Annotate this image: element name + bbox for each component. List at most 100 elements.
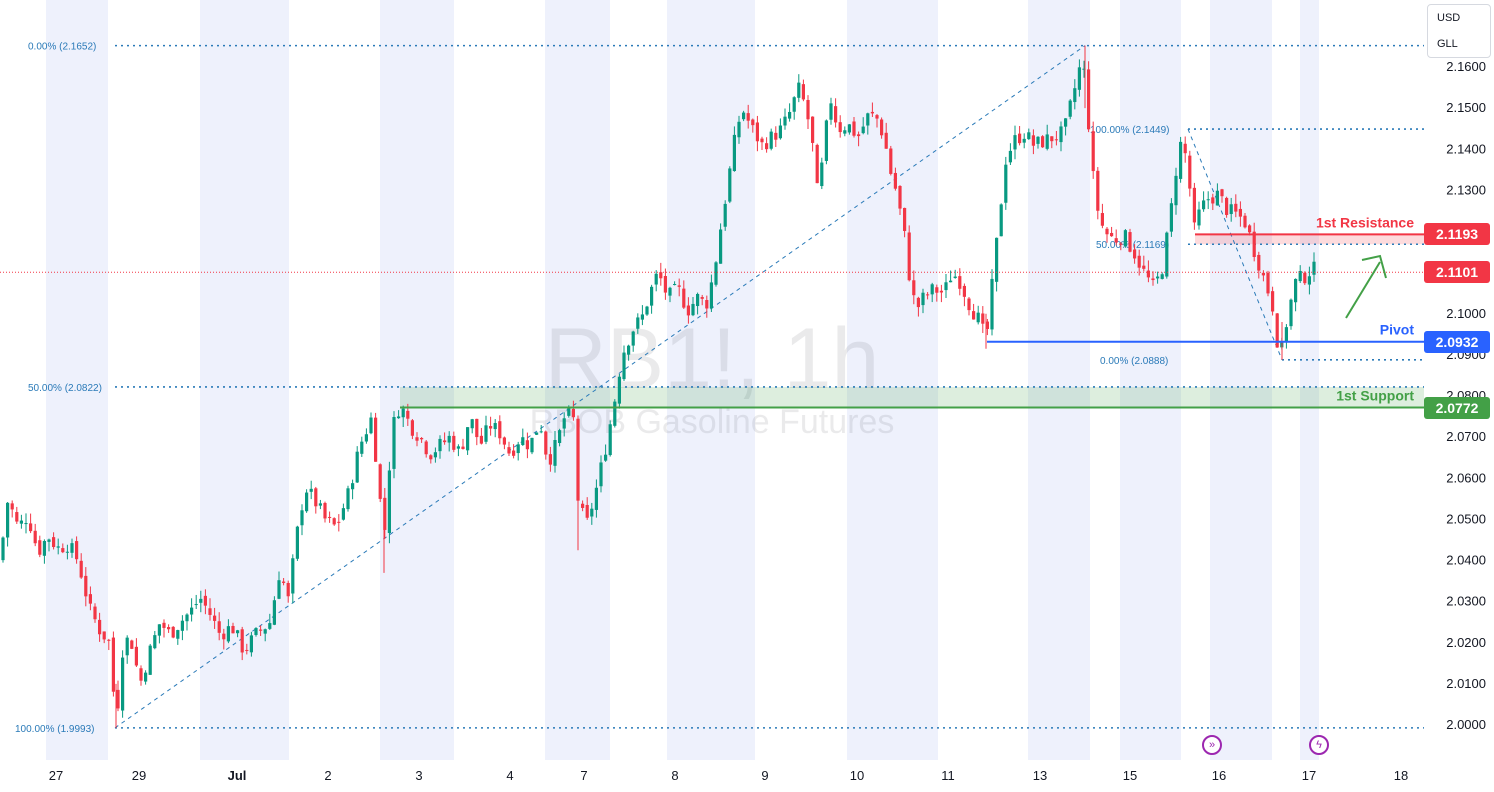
candle-body: [1183, 143, 1187, 154]
price-tick-label: 2.1500: [1446, 100, 1486, 115]
candle-body: [999, 204, 1003, 237]
candle-body: [1312, 261, 1316, 275]
session-band: [46, 0, 108, 760]
candle-body: [1225, 197, 1229, 215]
time-tick-label: 3: [415, 768, 422, 783]
candle-body: [249, 635, 253, 653]
candle-body: [1220, 189, 1224, 197]
candle-body: [1179, 141, 1183, 179]
candle-body: [42, 540, 46, 556]
time-tick-label: 4: [506, 768, 513, 783]
candle-body: [93, 606, 97, 620]
candle-body: [824, 120, 828, 161]
fib-level-label: 50.00% (2.0822): [28, 383, 102, 394]
price-badge: 2.1101: [1424, 261, 1490, 284]
candle-body: [981, 313, 985, 324]
candle-body: [820, 162, 824, 187]
candle-body: [162, 622, 166, 628]
candle-body: [1307, 276, 1311, 285]
candle-body: [958, 276, 962, 289]
candle-body: [378, 464, 382, 499]
unit-selector[interactable]: USD GLL: [1427, 4, 1491, 58]
candle-body: [277, 580, 281, 599]
candle-body: [268, 623, 272, 629]
candle-body: [1036, 136, 1040, 144]
candle-body: [1123, 230, 1127, 247]
candle-body: [691, 303, 695, 316]
candle-body: [686, 305, 690, 316]
candle-body: [622, 352, 626, 380]
candle-body: [226, 626, 230, 642]
candle-body: [1169, 203, 1173, 232]
currency-label[interactable]: USD: [1437, 12, 1461, 24]
candle-body: [815, 144, 819, 184]
candle-body: [1298, 270, 1302, 282]
candle-body: [130, 640, 134, 649]
candle-body: [1137, 255, 1141, 268]
candle-body: [640, 314, 644, 320]
candle-body: [498, 421, 502, 439]
candle-body: [893, 172, 897, 189]
candle-body: [590, 508, 594, 517]
candle-body: [88, 594, 92, 604]
fib-level-label: 0.00% (2.0888): [1100, 356, 1168, 367]
time-tick-label: 16: [1212, 768, 1226, 783]
candle-body: [397, 416, 401, 419]
price-tick-label: 2.0300: [1446, 594, 1486, 609]
candle-body: [1215, 190, 1219, 206]
candle-body: [631, 331, 635, 346]
candle-body: [351, 483, 355, 490]
arrow-head: [1361, 254, 1387, 279]
candle-body: [98, 619, 102, 635]
candle-body: [995, 237, 999, 282]
candle-body: [438, 438, 442, 452]
price-badge: 2.0932: [1424, 330, 1490, 353]
candle-body: [1229, 204, 1233, 215]
candle-body: [305, 492, 309, 512]
candle-body: [429, 455, 433, 460]
candle-body: [778, 125, 782, 139]
candle-body: [539, 431, 543, 433]
lightning-event-icon[interactable]: ϟ: [1309, 735, 1329, 755]
unit-label[interactable]: GLL: [1437, 38, 1458, 50]
candle-body: [323, 502, 327, 519]
candle-body: [10, 503, 14, 510]
support-zone: [400, 386, 1424, 408]
candle-body: [489, 426, 493, 429]
candle-body: [594, 487, 598, 510]
candle-body: [562, 418, 566, 429]
candle-body: [774, 132, 778, 140]
price-tick-label: 2.0500: [1446, 511, 1486, 526]
candle-body: [337, 521, 341, 523]
session-band: [200, 0, 289, 760]
candle-body: [834, 106, 838, 123]
candle-body: [746, 113, 750, 121]
candle-body: [493, 423, 497, 430]
candle-body: [272, 600, 276, 625]
candle-body: [29, 523, 33, 532]
candle-body: [1238, 208, 1242, 217]
candle-body: [401, 408, 405, 418]
candle-body: [792, 97, 796, 112]
candle-body: [291, 558, 295, 594]
fib-level-label: 50.00% (2.1169): [1096, 240, 1169, 251]
time-tick-label: 17: [1302, 768, 1316, 783]
forecast-arrow: [1345, 254, 1387, 319]
candle-body: [387, 470, 391, 534]
candle-body: [65, 551, 69, 553]
replay-event-icon[interactable]: »: [1202, 735, 1222, 755]
candle-body: [194, 604, 198, 606]
candle-body: [553, 440, 557, 466]
price-tick-label: 2.0000: [1446, 717, 1486, 732]
candle-body: [47, 539, 51, 542]
fib-trendline: [1187, 128, 1283, 360]
candle-body: [217, 621, 221, 633]
candle-body: [443, 440, 447, 443]
resistance-zone: [1195, 234, 1424, 245]
candle-body: [732, 134, 736, 172]
candle-body: [360, 441, 364, 454]
candle-body: [870, 111, 874, 114]
candle-body: [309, 488, 313, 492]
session-band: [1028, 0, 1090, 760]
